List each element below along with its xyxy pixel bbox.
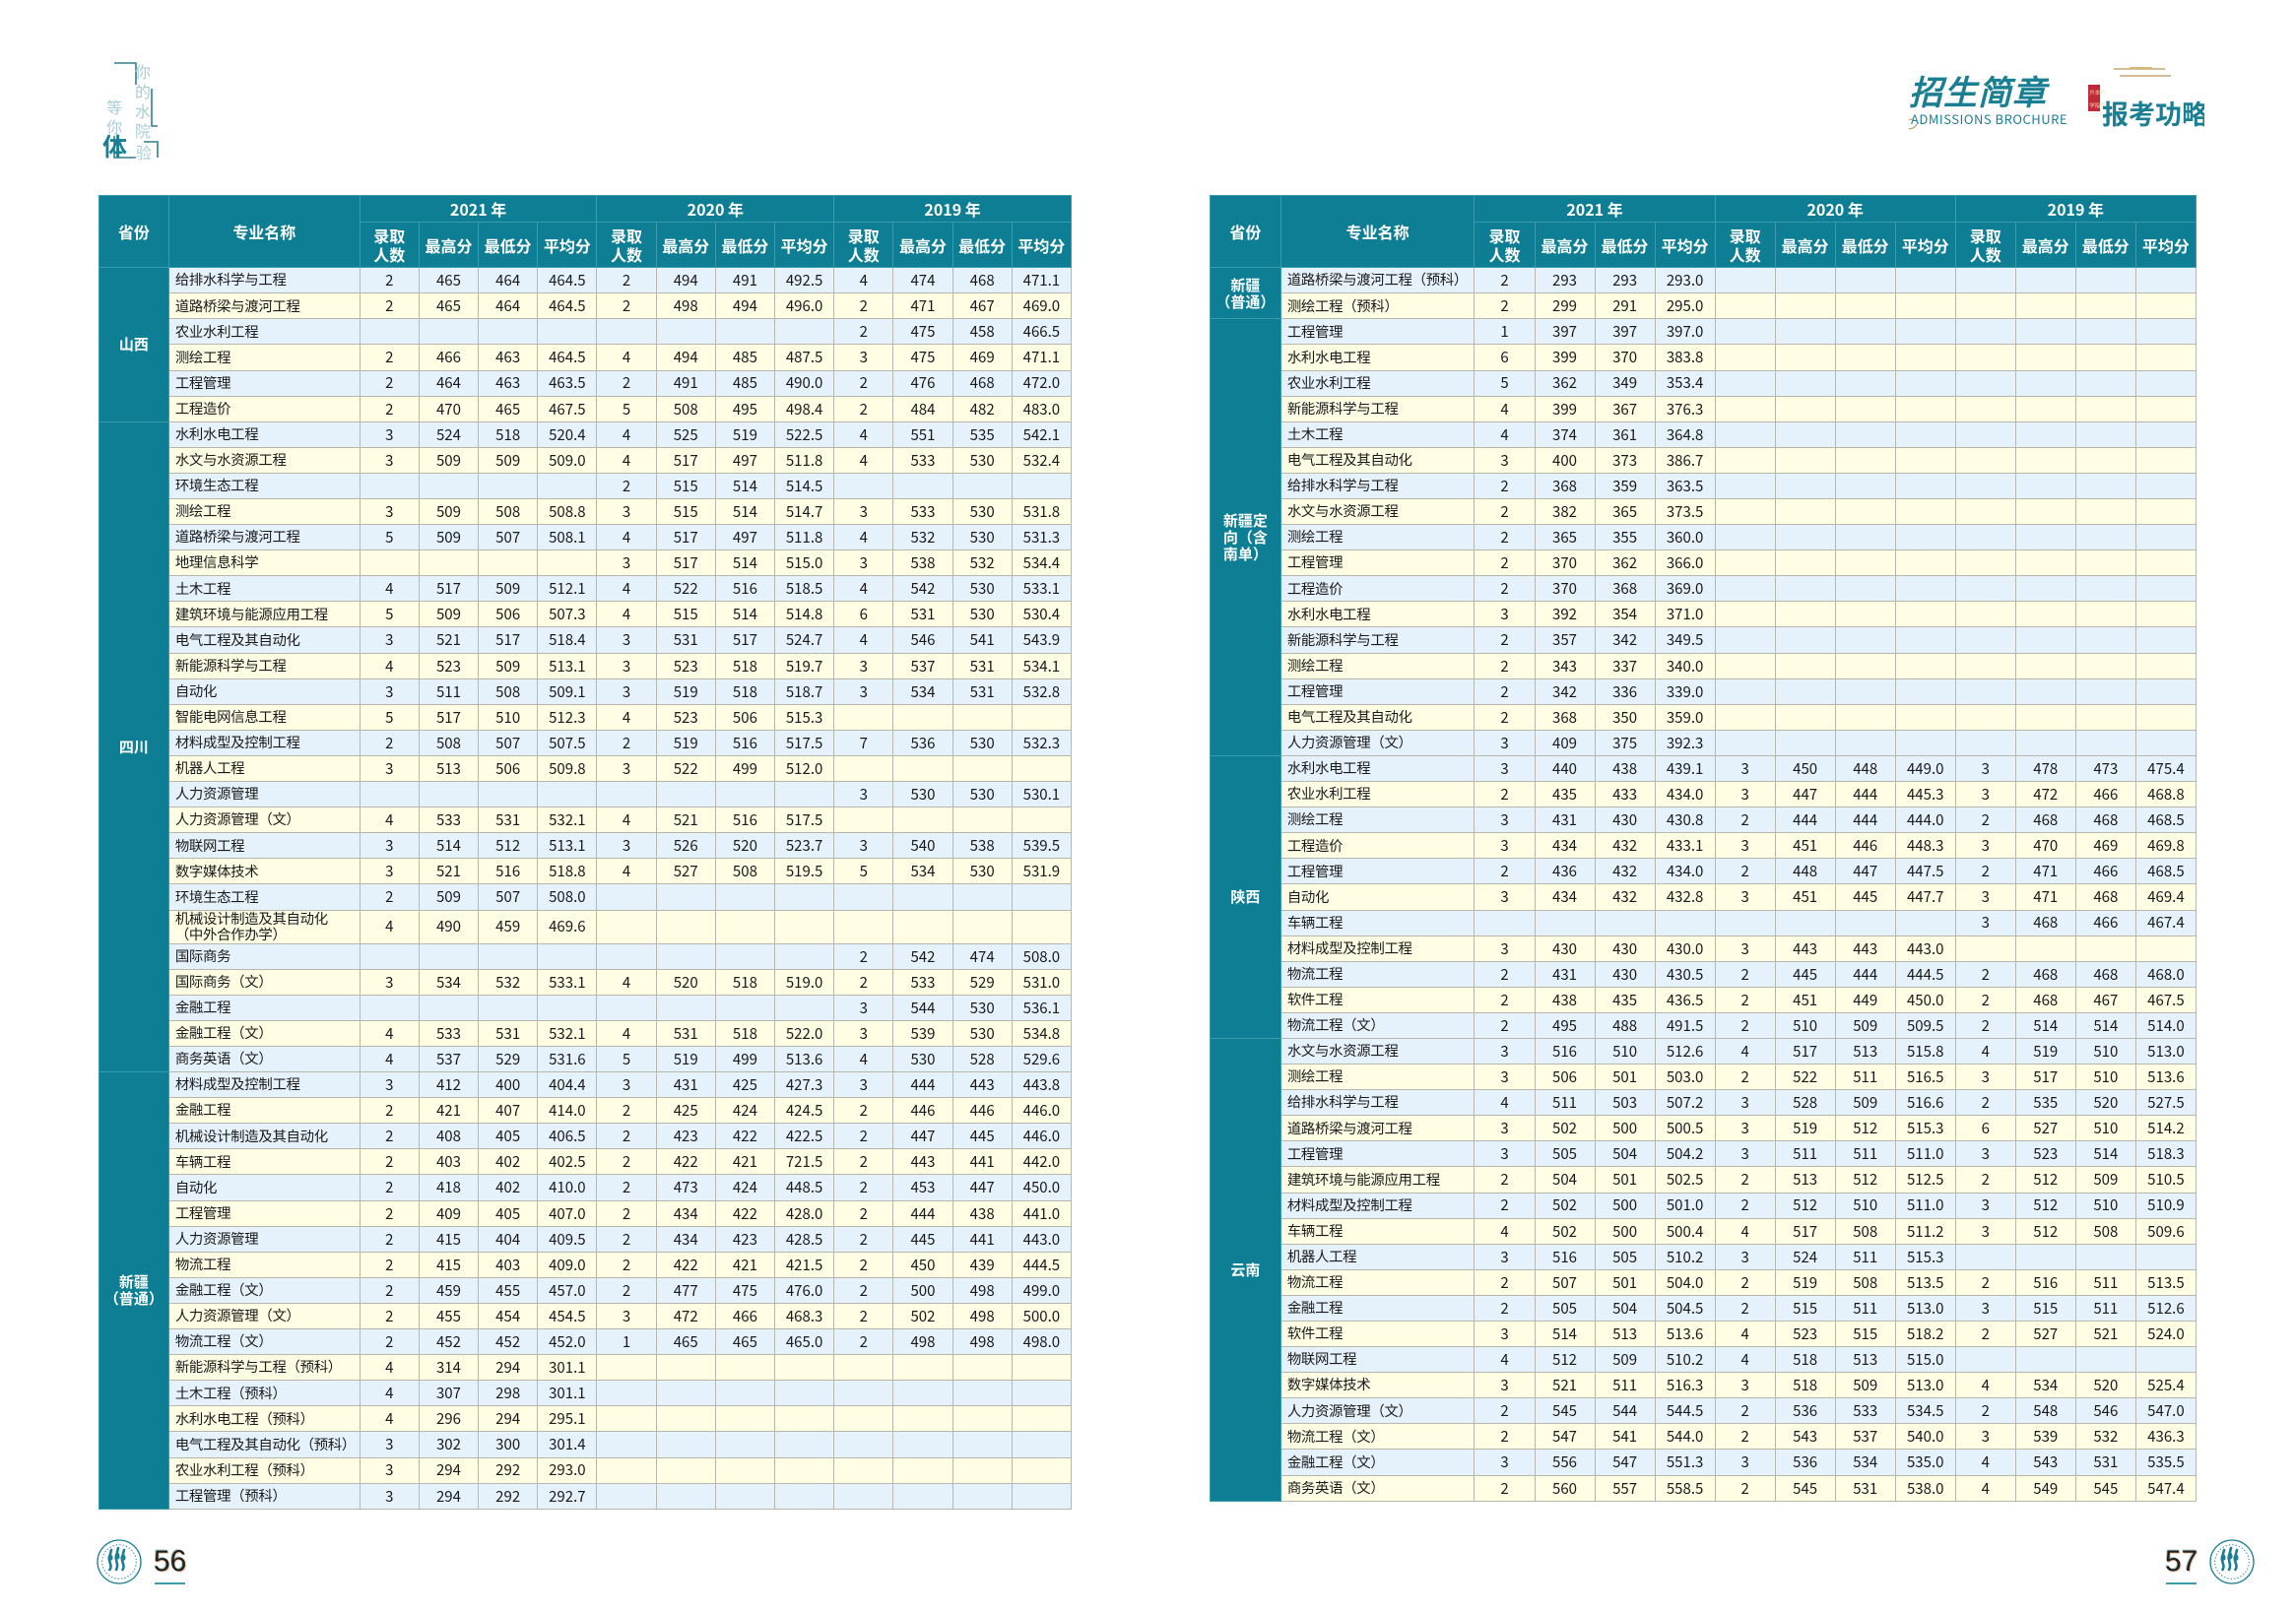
svg-text:报考功略: 报考功略: [2102, 94, 2204, 132]
svg-text:招生简章: 招生简章: [1909, 75, 2051, 112]
svg-text:ADMISSIONS BROCHURE: ADMISSIONS BROCHURE: [1911, 109, 2067, 128]
